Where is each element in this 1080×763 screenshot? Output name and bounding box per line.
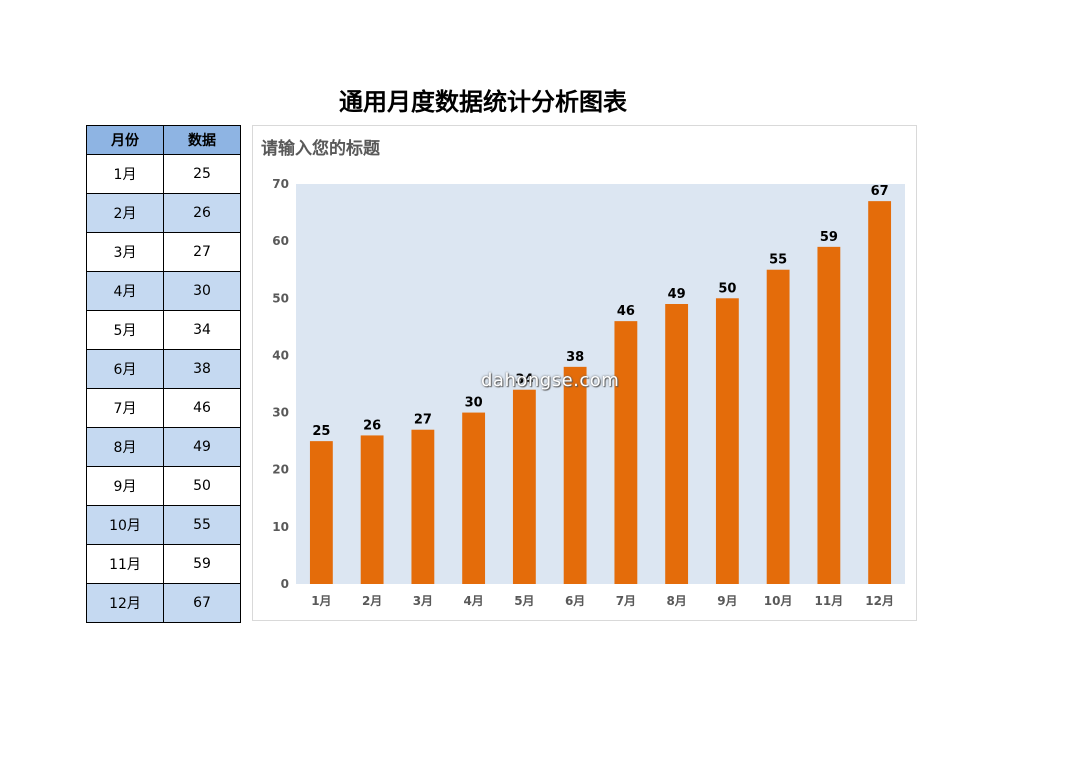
table-row: 7月 46 xyxy=(86,388,241,428)
cell-value: 27 xyxy=(163,232,241,272)
x-tick-label: 6月 xyxy=(565,594,585,608)
bar-chart: 0 10 20 30 40 50 60 70 25 1月 26 2月 27 3月 30 4月 34 5月 38 6月 4… xyxy=(272,177,905,608)
table-header-row: 月份 数据 xyxy=(86,125,241,155)
table-row: 2月 26 xyxy=(86,193,241,233)
cell-month: 12月 xyxy=(86,583,164,623)
cell-value: 46 xyxy=(163,388,241,428)
cell-month: 7月 xyxy=(86,388,164,428)
header-month: 月份 xyxy=(86,125,164,155)
data-label: 38 xyxy=(566,350,584,365)
cell-value: 50 xyxy=(163,466,241,506)
bar xyxy=(563,366,587,584)
table-row: 10月 55 xyxy=(86,505,241,545)
x-tick-label: 10月 xyxy=(764,594,793,608)
chart-title: 请输入您的标题 xyxy=(261,139,380,159)
cell-month: 8月 xyxy=(86,427,164,467)
bar xyxy=(868,201,892,584)
bar xyxy=(411,429,435,584)
cell-month: 2月 xyxy=(86,193,164,233)
header-value: 数据 xyxy=(163,125,241,155)
cell-value: 38 xyxy=(163,349,241,389)
bar xyxy=(766,269,790,584)
data-table: 月份 数据 1月 25 2月 26 3月 27 4月 30 5月 34 6月 38 7月 46… xyxy=(86,125,241,623)
data-label: 27 xyxy=(414,413,432,428)
data-label: 59 xyxy=(820,230,838,245)
data-label: 50 xyxy=(718,281,736,296)
bar xyxy=(665,304,689,584)
cell-month: 5月 xyxy=(86,310,164,350)
x-tick-label: 1月 xyxy=(311,594,331,608)
data-label: 30 xyxy=(465,396,483,411)
y-tick-label: 70 xyxy=(272,177,289,191)
y-tick-label: 50 xyxy=(272,291,289,305)
data-label: 34 xyxy=(515,373,533,388)
cell-value: 55 xyxy=(163,505,241,545)
cell-month: 1月 xyxy=(86,154,164,194)
x-tick-label: 7月 xyxy=(616,594,636,608)
plot-background xyxy=(296,184,905,584)
x-tick-label: 8月 xyxy=(666,594,686,608)
cell-value: 34 xyxy=(163,310,241,350)
table-row: 5月 34 xyxy=(86,310,241,350)
cell-value: 59 xyxy=(163,544,241,584)
x-tick-label: 12月 xyxy=(865,594,894,608)
bar xyxy=(715,298,739,584)
cell-month: 10月 xyxy=(86,505,164,545)
chart-area: 请输入您的标题 0 10 20 30 40 50 60 70 25 1月 26 2月 27 3月 30 4月 3… xyxy=(252,125,917,621)
cell-value: 30 xyxy=(163,271,241,311)
bar xyxy=(512,389,536,584)
cell-value: 26 xyxy=(163,193,241,233)
table-row: 3月 27 xyxy=(86,232,241,272)
x-tick-label: 4月 xyxy=(463,594,483,608)
data-label: 67 xyxy=(871,184,889,199)
table-row: 4月 30 xyxy=(86,271,241,311)
y-tick-label: 0 xyxy=(281,577,289,591)
x-tick-label: 5月 xyxy=(514,594,534,608)
table-row: 8月 49 xyxy=(86,427,241,467)
table-row: 9月 50 xyxy=(86,466,241,506)
table-row: 11月 59 xyxy=(86,544,241,584)
data-label: 55 xyxy=(769,253,787,268)
x-tick-label: 11月 xyxy=(815,594,844,608)
cell-month: 9月 xyxy=(86,466,164,506)
y-tick-label: 40 xyxy=(272,348,289,362)
x-tick-label: 3月 xyxy=(413,594,433,608)
y-tick-label: 20 xyxy=(272,463,289,477)
bar xyxy=(817,246,841,584)
data-label: 25 xyxy=(312,424,330,439)
bar xyxy=(614,321,638,584)
bar xyxy=(462,412,486,584)
data-label: 46 xyxy=(617,304,635,319)
cell-month: 4月 xyxy=(86,271,164,311)
y-tick-label: 60 xyxy=(272,234,289,248)
cell-value: 49 xyxy=(163,427,241,467)
cell-value: 67 xyxy=(163,583,241,623)
cell-month: 6月 xyxy=(86,349,164,389)
data-label: 26 xyxy=(363,418,381,433)
page-title: 通用月度数据统计分析图表 xyxy=(339,88,627,116)
cell-month: 11月 xyxy=(86,544,164,584)
bar xyxy=(360,435,384,584)
cell-value: 25 xyxy=(163,154,241,194)
x-tick-label: 9月 xyxy=(717,594,737,608)
data-label: 49 xyxy=(668,287,686,302)
table-row: 1月 25 xyxy=(86,154,241,194)
y-tick-label: 30 xyxy=(272,406,289,420)
x-tick-label: 2月 xyxy=(362,594,382,608)
table-row: 6月 38 xyxy=(86,349,241,389)
y-tick-label: 10 xyxy=(272,520,289,534)
bar xyxy=(309,441,333,584)
table-row: 12月 67 xyxy=(86,583,241,623)
cell-month: 3月 xyxy=(86,232,164,272)
watermark: dahongse.com xyxy=(481,370,620,391)
